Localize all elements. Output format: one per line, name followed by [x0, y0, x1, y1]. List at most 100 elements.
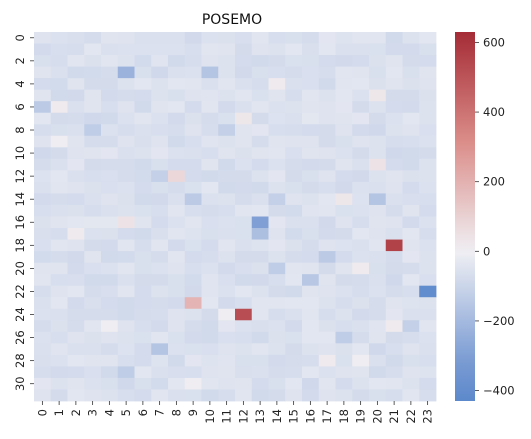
heatmap-cell-13-6: [251, 101, 269, 114]
heatmap-cell-6-14: [134, 193, 152, 206]
heatmap-cell-19-2: [352, 55, 370, 67]
heatmap-cell-16-8: [302, 124, 320, 137]
heatmap-cell-7-11: [151, 158, 169, 171]
heatmap-cell-14-2: [268, 55, 286, 67]
heatmap-cell-21-7: [385, 112, 403, 125]
heatmap-cell-4-14: [101, 193, 119, 206]
heatmap-cell-16-16: [302, 216, 320, 229]
heatmap-cell-8-16: [168, 216, 186, 229]
x-tick-label: 11: [220, 409, 234, 424]
heatmap-cell-11-13: [218, 181, 236, 194]
heatmap-cell-14-16: [268, 216, 286, 229]
heatmap-cell-21-23: [385, 297, 403, 310]
heatmap-cell-16-12: [302, 170, 320, 183]
heatmap-cell-22-9: [402, 135, 420, 148]
heatmap-cell-17-23: [318, 297, 336, 310]
heatmap-cell-21-28: [385, 354, 403, 367]
heatmap-cell-22-10: [402, 147, 420, 160]
heatmap-cell-1-12: [50, 170, 68, 183]
heatmap-cell-11-23: [218, 297, 236, 310]
heatmap-cell-11-19: [218, 251, 236, 264]
heatmap-cell-8-9: [168, 135, 186, 148]
heatmap-cell-4-26: [101, 331, 119, 344]
heatmap-cell-3-16: [84, 216, 102, 229]
heatmap-cell-14-0: [268, 32, 286, 44]
heatmap-cell-1-29: [50, 366, 68, 379]
heatmap-cell-18-22: [335, 285, 353, 298]
heatmap-cell-3-1: [84, 43, 102, 56]
heatmap-cell-15-14: [285, 193, 303, 206]
heatmap-cell-11-0: [218, 32, 236, 44]
x-tick-label: 13: [253, 409, 267, 424]
heatmap-cell-8-20: [168, 262, 186, 275]
heatmap-cell-17-15: [318, 204, 336, 217]
heatmap-cell-22-23: [402, 297, 420, 310]
heatmap-cell-5-10: [117, 147, 135, 160]
heatmap-cell-19-3: [352, 66, 370, 79]
heatmap-cell-11-30: [218, 377, 236, 390]
heatmap-cell-23-3: [419, 66, 437, 79]
y-tick-label: 16: [13, 215, 27, 230]
heatmap-cell-11-10: [218, 147, 236, 160]
heatmap-cell-7-22: [151, 285, 169, 298]
heatmap-cell-3-23: [84, 297, 102, 310]
heatmap-cell-6-2: [134, 55, 152, 67]
heatmap-cell-6-11: [134, 158, 152, 171]
heatmap-cell-2-31: [67, 389, 85, 402]
heatmap-cell-11-12: [218, 170, 236, 183]
heatmap-cell-8-2: [168, 55, 186, 67]
heatmap-cell-14-11: [268, 158, 286, 171]
heatmap-cell-12-7: [235, 112, 253, 125]
heatmap-cell-13-15: [251, 204, 269, 217]
x-tick-label: 0: [35, 409, 49, 416]
heatmap-cell-20-21: [369, 274, 387, 287]
heatmap-cell-18-19: [335, 251, 353, 264]
heatmap-cell-14-13: [268, 181, 286, 194]
heatmap-cell-18-26: [335, 331, 353, 344]
heatmap-cell-8-28: [168, 354, 186, 367]
heatmap-cell-5-29: [117, 366, 135, 379]
heatmap-cell-9-20: [184, 262, 202, 275]
heatmap-cell-17-17: [318, 228, 336, 240]
heatmap-cell-19-15: [352, 204, 370, 217]
heatmap-cell-3-5: [84, 89, 102, 102]
heatmap-cell-7-28: [151, 354, 169, 367]
heatmap-cell-3-21: [84, 274, 102, 287]
heatmap-cell-9-21: [184, 274, 202, 287]
heatmap-cell-20-5: [369, 89, 387, 102]
heatmap-cell-5-16: [117, 216, 135, 229]
heatmap-cell-9-18: [184, 239, 202, 252]
heatmap-cell-12-10: [235, 147, 253, 160]
heatmap-cell-9-27: [184, 343, 202, 356]
heatmap-cell-4-23: [101, 297, 119, 310]
heatmap-cell-15-15: [285, 204, 303, 217]
heatmap-cell-1-8: [50, 124, 68, 137]
heatmap-cell-7-12: [151, 170, 169, 183]
x-tick-label: 2: [69, 409, 83, 416]
heatmap-cell-16-20: [302, 262, 320, 275]
heatmap-cell-21-3: [385, 66, 403, 79]
heatmap-cell-12-3: [235, 66, 253, 79]
heatmap-cell-7-21: [151, 274, 169, 287]
heatmap-cell-7-2: [151, 55, 169, 67]
heatmap-cell-12-12: [235, 170, 253, 183]
heatmap-cell-16-2: [302, 55, 320, 67]
heatmap-cell-9-22: [184, 285, 202, 298]
heatmap-cell-8-25: [168, 320, 186, 333]
heatmap-cell-5-15: [117, 204, 135, 217]
heatmap-cell-13-31: [251, 389, 269, 402]
heatmap-cell-10-14: [201, 193, 219, 206]
heatmap-cell-11-21: [218, 274, 236, 287]
heatmap-cell-23-27: [419, 343, 437, 356]
heatmap-cell-1-23: [50, 297, 68, 310]
heatmap-cell-20-7: [369, 112, 387, 125]
heatmap-cell-6-24: [134, 308, 152, 321]
heatmap-cell-20-30: [369, 377, 387, 390]
heatmap-cell-16-9: [302, 135, 320, 148]
heatmap-cell-6-27: [134, 343, 152, 356]
heatmap-cell-4-21: [101, 274, 119, 287]
y-tick-label: 24: [13, 307, 27, 322]
heatmap-cell-3-20: [84, 262, 102, 275]
heatmap-cell-0-1: [34, 43, 52, 56]
heatmap-cell-18-11: [335, 158, 353, 171]
